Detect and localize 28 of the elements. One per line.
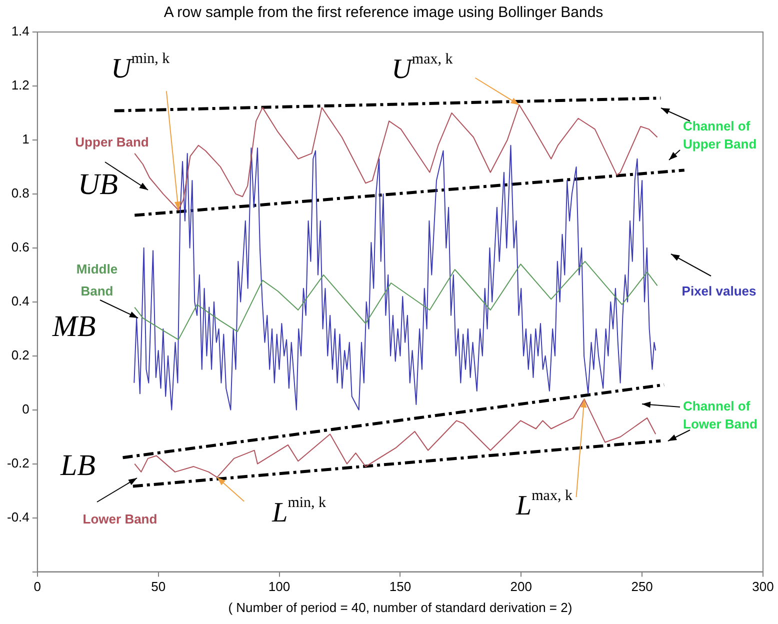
x-tick-label: 100 bbox=[268, 579, 290, 594]
annotation: LB bbox=[59, 448, 96, 482]
x-tick-label: 0 bbox=[34, 579, 42, 594]
x-axis-title: ( Number of period = 40, number of standard derivation = 2) bbox=[228, 600, 572, 615]
y-tick-label: 0.2 bbox=[11, 347, 30, 362]
y-tick-label: -0.2 bbox=[6, 455, 30, 470]
y-tick-label: -0.4 bbox=[6, 509, 30, 524]
x-tick-label: 300 bbox=[752, 579, 774, 594]
y-tick-label: 0.4 bbox=[11, 293, 30, 308]
y-tick-label: 0.8 bbox=[11, 186, 30, 201]
series-label: Upper Band bbox=[75, 134, 149, 150]
x-tick-label: 50 bbox=[151, 579, 166, 594]
x-tick-label: 150 bbox=[389, 579, 412, 594]
annotation: Channel of Lower Band bbox=[683, 398, 758, 432]
y-tick-label: 1 bbox=[22, 132, 30, 147]
y-tick-label: 0 bbox=[22, 401, 30, 416]
y-tick-label: 1.2 bbox=[11, 78, 30, 93]
annotation: Channel of Upper Band bbox=[683, 118, 757, 152]
annotation: UB bbox=[78, 168, 118, 201]
text: Lower Band bbox=[82, 512, 158, 527]
series-label: Middle Band bbox=[76, 262, 118, 299]
text: Pixel values bbox=[682, 284, 756, 299]
annotation: MB bbox=[51, 310, 96, 343]
x-tick-label: 200 bbox=[510, 579, 532, 594]
x-tick-label: 250 bbox=[631, 579, 653, 594]
chart-title: A row sample from the first reference image using Bollinger Bands bbox=[164, 4, 604, 22]
y-tick-label: 0.6 bbox=[11, 240, 30, 254]
y-tick-label: 1.4 bbox=[11, 24, 30, 39]
